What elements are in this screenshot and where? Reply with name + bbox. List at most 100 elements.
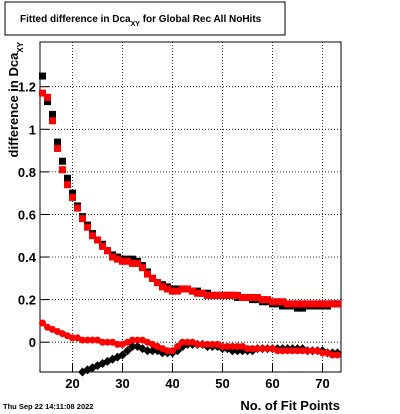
marker (279, 302, 286, 310)
marker (174, 342, 181, 350)
y-tick-label: 0.2 (18, 293, 36, 308)
marker (334, 300, 341, 308)
marker (284, 347, 291, 355)
marker (304, 347, 311, 355)
x-tick-label: 70 (315, 376, 329, 391)
marker (69, 193, 76, 201)
marker (39, 319, 46, 327)
marker (169, 347, 176, 355)
marker (214, 291, 221, 299)
marker (49, 117, 56, 125)
marker (44, 98, 51, 106)
title-sub: XY (131, 21, 141, 28)
title-box (4, 1, 286, 36)
marker (244, 345, 251, 353)
marker (114, 340, 121, 348)
marker (134, 336, 141, 344)
marker (234, 342, 241, 350)
marker (219, 342, 226, 350)
marker (54, 138, 61, 146)
marker (143, 346, 152, 356)
title-rest: for Global Rec All NoHits (140, 14, 262, 25)
marker (69, 189, 76, 197)
x-tick-label: 30 (115, 376, 129, 391)
marker (289, 347, 296, 355)
marker (304, 300, 311, 308)
marker (244, 293, 251, 301)
marker (299, 304, 306, 312)
marker (123, 346, 132, 356)
marker (259, 345, 266, 353)
marker (234, 291, 241, 299)
marker (279, 347, 286, 355)
marker (249, 345, 256, 353)
marker (129, 259, 136, 267)
marker (159, 283, 166, 291)
marker (179, 338, 186, 346)
marker (64, 174, 71, 182)
marker (309, 300, 316, 308)
marker (299, 347, 306, 355)
marker (204, 340, 211, 348)
marker (294, 347, 301, 355)
marker (84, 336, 91, 344)
marker (49, 110, 56, 118)
marker (289, 300, 296, 308)
y-tick-label: 0 (29, 335, 36, 350)
marker (239, 293, 246, 301)
marker (44, 93, 51, 101)
x-tick-label: 50 (215, 376, 229, 391)
marker (284, 300, 291, 308)
marker (54, 144, 61, 152)
y-axis-label: difference in DcaXY (6, 41, 25, 157)
marker (149, 274, 156, 282)
marker (179, 285, 186, 293)
marker (119, 257, 126, 265)
marker (39, 89, 46, 97)
marker (274, 347, 281, 355)
marker (194, 289, 201, 297)
y-tick-label: 1.2 (18, 80, 36, 95)
marker (329, 300, 336, 308)
marker (324, 300, 331, 308)
x-tick-label: 60 (265, 376, 279, 391)
marker (124, 257, 131, 265)
marker (114, 255, 121, 263)
marker (309, 347, 316, 355)
marker (69, 334, 76, 342)
marker (199, 340, 206, 348)
x-tick-label: 40 (165, 376, 179, 391)
x-axis-label: No. of Fit Points (240, 398, 340, 413)
marker (79, 215, 86, 223)
marker (319, 300, 326, 308)
marker (99, 242, 106, 250)
marker (134, 259, 141, 267)
marker (334, 351, 341, 359)
marker (194, 340, 201, 348)
marker (254, 293, 261, 301)
marker (94, 236, 101, 244)
marker (59, 166, 66, 174)
ylabel-sub: XY (16, 41, 25, 52)
marker (264, 296, 271, 304)
marker (118, 350, 127, 360)
marker (129, 336, 136, 344)
marker (39, 72, 46, 80)
marker (329, 351, 336, 359)
marker (219, 291, 226, 299)
y-tick-label: 0.4 (18, 250, 37, 265)
marker (59, 157, 66, 165)
marker (144, 270, 151, 278)
plot-frame (39, 41, 342, 373)
marker (184, 338, 191, 346)
marker (184, 285, 191, 293)
marker (209, 291, 216, 299)
marker (104, 338, 111, 346)
marker (104, 247, 111, 255)
marker (274, 298, 281, 306)
marker (259, 296, 266, 304)
marker (249, 293, 256, 301)
x-tick-label: 20 (65, 376, 79, 391)
marker (99, 338, 106, 346)
